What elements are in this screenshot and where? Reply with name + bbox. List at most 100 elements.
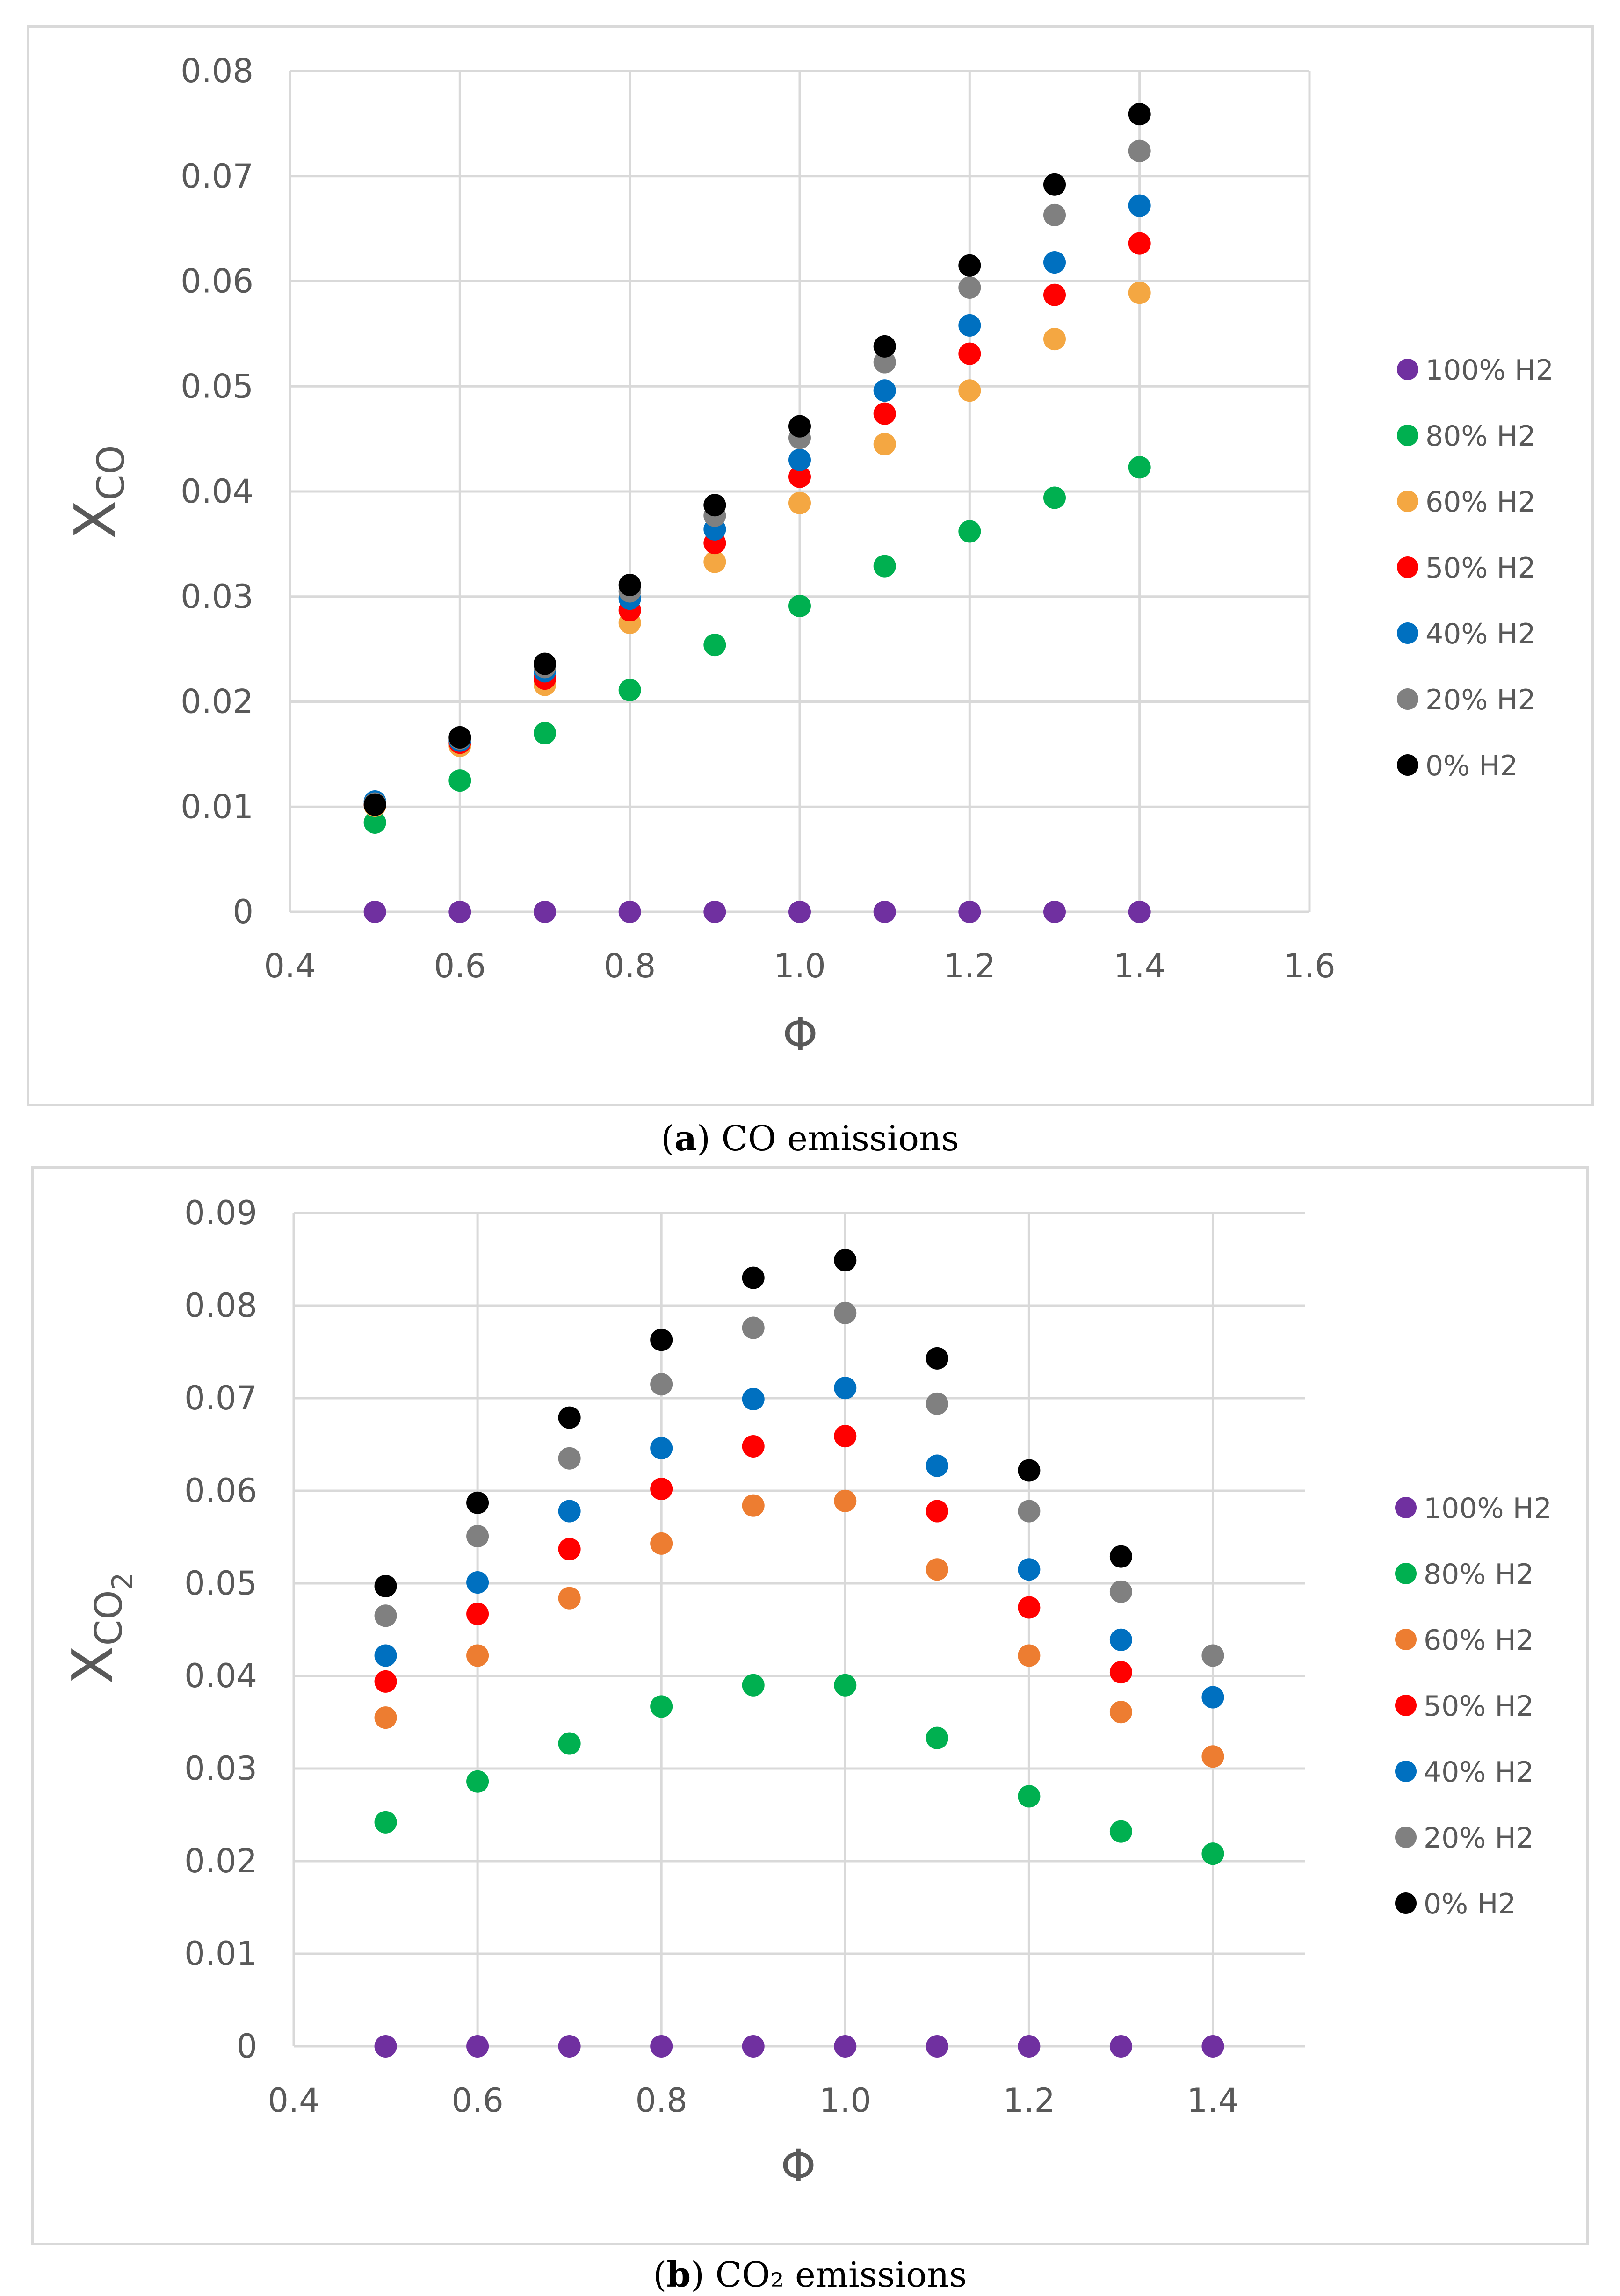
data-point: [926, 1392, 948, 1415]
legend-marker: [1395, 1497, 1417, 1518]
data-point: [1109, 1701, 1132, 1724]
legend-marker: [1395, 1695, 1417, 1716]
data-point: [558, 1406, 581, 1429]
legend-marker: [1395, 1761, 1417, 1782]
x-tick-label: 0.4: [268, 2081, 319, 2120]
data-point: [1018, 1596, 1041, 1619]
data-point: [534, 722, 556, 744]
data-point: [742, 1435, 765, 1458]
data-point: [703, 901, 726, 923]
data-point: [1128, 232, 1151, 255]
data-point: [834, 1425, 857, 1448]
data-point: [1128, 103, 1151, 126]
data-point: [1018, 1785, 1041, 1808]
x-tick-labels-a: 0.4 0.6 0.8 1.0 1.2 1.4 1.6: [264, 947, 1335, 985]
legend-label: 0% H2: [1424, 1888, 1516, 1921]
legend-marker: [1397, 491, 1418, 512]
data-point: [958, 520, 981, 543]
data-point: [834, 1377, 857, 1400]
data-point: [1043, 203, 1066, 226]
caption-a-letter: a: [674, 1119, 697, 1159]
x-tick-label: 1.0: [819, 2081, 871, 2120]
data-point: [448, 769, 471, 792]
y-tick-label: 0.07: [184, 1379, 257, 1417]
data-point: [374, 1811, 397, 1834]
data-point: [650, 1373, 673, 1396]
legend-marker: [1397, 359, 1418, 380]
data-point: [1109, 1820, 1132, 1843]
y-tick-labels-b: 0 0.01 0.02 0.03 0.04 0.05 0.06 0.07 0.08 0.09: [184, 1194, 257, 2065]
legend-label: 0% H2: [1425, 750, 1518, 782]
data-point: [1201, 1842, 1224, 1865]
data-point: [466, 1603, 489, 1625]
x-axis-title-b: Φ: [781, 2140, 816, 2192]
x-tick-label: 1.2: [1003, 2081, 1055, 2120]
legend-label: 40% H2: [1424, 1756, 1534, 1789]
data-point: [1043, 486, 1066, 509]
data-point: [1018, 1644, 1041, 1667]
data-point: [650, 1329, 673, 1351]
data-point: [834, 2035, 857, 2058]
data-point: [466, 1644, 489, 1667]
data-point: [1043, 901, 1066, 923]
gridlines-a: [289, 70, 1311, 913]
data-point: [873, 335, 896, 358]
chart-frame-b: [31, 1166, 1589, 2245]
legend-marker: [1395, 1563, 1417, 1584]
data-point: [363, 811, 386, 834]
y-tick-label: 0.01: [181, 787, 253, 826]
gridlines-b: [292, 1212, 1305, 2048]
data-point: [958, 901, 981, 923]
x-tick-label: 1.4: [1187, 2081, 1239, 2120]
data-point: [374, 1604, 397, 1627]
legend-label: 50% H2: [1424, 1690, 1534, 1723]
data-point: [742, 1316, 765, 1339]
data-point: [1109, 1661, 1132, 1684]
data-point: [618, 901, 641, 923]
y-tick-label: 0.04: [184, 1657, 257, 1695]
y-tick-label: 0.03: [181, 578, 253, 616]
caption-a-close: ): [697, 1119, 710, 1159]
data-point: [958, 342, 981, 365]
data-point: [374, 1644, 397, 1667]
legend-label: 80% H2: [1424, 1558, 1534, 1591]
data-point: [1128, 901, 1151, 923]
data-point: [558, 1732, 581, 1755]
data-point: [1201, 1745, 1224, 1768]
data-point: [742, 1674, 765, 1697]
panel-a: 0 0.01 0.02 0.03 0.04 0.05 0.06 0.07 0.08 0.4 0.6…: [27, 25, 1594, 1106]
data-point: [834, 1249, 857, 1271]
legend-label: 100% H2: [1425, 354, 1554, 387]
caption-b-open: (: [653, 2255, 667, 2295]
y-tick-label: 0.09: [184, 1194, 257, 1232]
legend-a: 100% H2 80% H2 60% H2 50% H2 40% H2 20% H2 0% …: [1397, 354, 1554, 782]
caption-b-close: ): [691, 2255, 704, 2295]
x-tick-label: 1.2: [944, 947, 996, 985]
data-point: [1201, 2035, 1224, 2058]
chart-frame-a: [27, 25, 1594, 1106]
y-tick-label: 0.07: [181, 157, 253, 195]
data-point: [374, 1574, 397, 1597]
data-point: [958, 254, 981, 277]
legend-label: 50% H2: [1425, 552, 1536, 585]
legend-marker: [1395, 1892, 1417, 1914]
data-point: [926, 1558, 948, 1581]
data-point: [558, 1538, 581, 1560]
y-axis-title-a: XCO: [63, 445, 133, 539]
data-points-b: [374, 1249, 1224, 2058]
data-point: [1201, 1644, 1224, 1667]
y-axis-title-main-a: X: [63, 500, 128, 539]
legend-label: 20% H2: [1424, 1822, 1534, 1855]
y-tick-label: 0.08: [184, 1286, 257, 1325]
data-point: [374, 1706, 397, 1729]
legend-marker: [1395, 1827, 1417, 1848]
data-point: [534, 652, 556, 675]
data-point: [1043, 251, 1066, 274]
y-tick-label: 0.01: [184, 1935, 257, 1973]
x-tick-label: 1.6: [1283, 947, 1335, 985]
y-tick-label: 0.08: [181, 52, 253, 90]
data-point: [926, 1454, 948, 1477]
y-tick-labels-a: 0 0.01 0.02 0.03 0.04 0.05 0.06 0.07 0.08: [181, 52, 253, 931]
data-point: [534, 901, 556, 923]
